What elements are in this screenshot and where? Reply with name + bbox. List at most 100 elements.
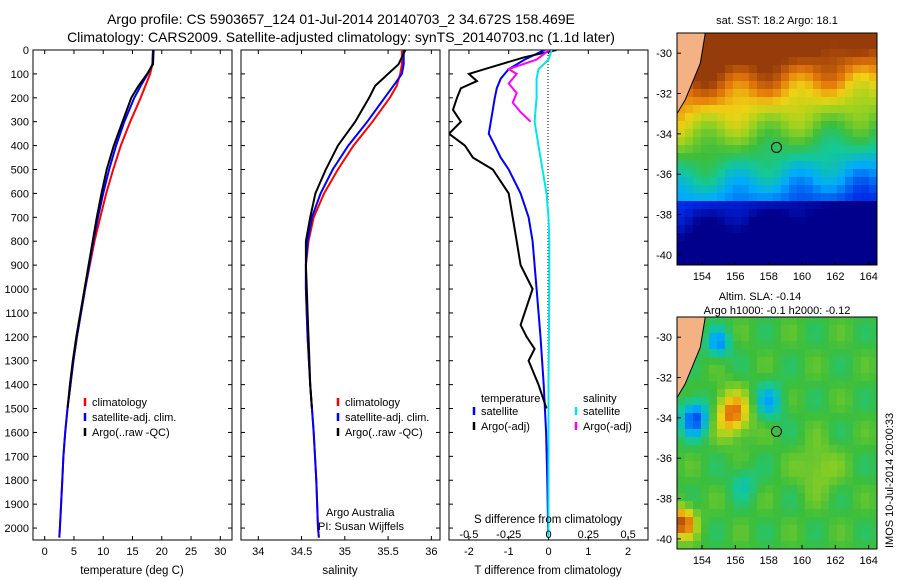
map-cell xyxy=(717,469,726,478)
map-cell xyxy=(717,217,726,226)
map-cell xyxy=(757,193,766,202)
map-cell xyxy=(845,317,854,326)
map-cell xyxy=(869,389,877,398)
map-cell xyxy=(813,477,822,486)
map-cell xyxy=(829,509,838,518)
map-cell xyxy=(765,201,774,210)
map-cell xyxy=(765,501,774,510)
map-cell xyxy=(677,493,686,502)
map-cell xyxy=(685,437,694,446)
map-cell xyxy=(717,113,726,122)
map-cell xyxy=(725,453,734,462)
map-cell xyxy=(757,349,766,358)
map-cell xyxy=(757,477,766,486)
map-cell xyxy=(733,357,742,366)
map-cell xyxy=(693,113,702,122)
map-cell xyxy=(701,177,710,186)
map-cell xyxy=(685,501,694,510)
legend-title-salinity: salinity xyxy=(583,393,617,405)
map-cell xyxy=(837,233,846,242)
map-cell xyxy=(797,225,806,234)
map-cell xyxy=(829,57,838,66)
map-cell xyxy=(821,225,830,234)
map-cell xyxy=(845,217,854,226)
map-cell xyxy=(677,485,686,494)
map-cell xyxy=(741,169,750,178)
map-cell xyxy=(853,525,862,534)
y-tick-label: 800 xyxy=(11,236,29,248)
map-cell xyxy=(837,453,846,462)
map-cell xyxy=(725,169,734,178)
map-cell xyxy=(685,209,694,218)
map-cell xyxy=(709,233,718,242)
map-cell xyxy=(677,129,686,138)
map-cell xyxy=(765,169,774,178)
map-cell xyxy=(821,541,830,549)
map-cell xyxy=(781,397,790,406)
series-line-temperature-satellite xyxy=(487,50,550,538)
map-cell xyxy=(837,517,846,526)
map-cell xyxy=(853,89,862,98)
map-cell xyxy=(733,373,742,382)
map-cell xyxy=(773,341,782,350)
map-cell xyxy=(693,185,702,194)
map-cell xyxy=(701,493,710,502)
map-cell xyxy=(749,469,758,478)
map-cell xyxy=(821,137,830,146)
map-cell xyxy=(845,121,854,130)
map-cell xyxy=(853,49,862,58)
map-cell xyxy=(845,357,854,366)
map-cell xyxy=(869,65,877,74)
map-cell xyxy=(693,225,702,234)
map-cell xyxy=(781,365,790,374)
map-cell xyxy=(813,89,822,98)
map-cell xyxy=(853,225,862,234)
map-cell xyxy=(789,461,798,470)
map-cell xyxy=(709,177,718,186)
map-cell xyxy=(773,325,782,334)
map-cell xyxy=(845,517,854,526)
map-cell xyxy=(797,193,806,202)
map-cell xyxy=(733,397,742,406)
map-cell xyxy=(725,445,734,454)
map-cell xyxy=(845,341,854,350)
map-cell xyxy=(733,193,742,202)
map-cell xyxy=(821,381,830,390)
map-cell xyxy=(709,381,718,390)
map-cell xyxy=(709,437,718,446)
map-cell xyxy=(749,57,758,66)
map-cell xyxy=(837,429,846,438)
map-cell xyxy=(821,249,830,258)
map-cell xyxy=(797,485,806,494)
map-cell xyxy=(869,121,877,130)
map-cell xyxy=(845,533,854,542)
map-cell xyxy=(749,517,758,526)
map-cell xyxy=(701,325,710,334)
map-cell xyxy=(749,49,758,58)
map-cell xyxy=(797,389,806,398)
map-cell xyxy=(869,249,877,258)
y-tick-label: 600 xyxy=(11,188,29,200)
map-cell xyxy=(781,65,790,74)
map-cell xyxy=(717,153,726,162)
map-cell xyxy=(837,349,846,358)
map-cell xyxy=(701,445,710,454)
map-cell xyxy=(845,365,854,374)
map-y-tick-label: -30 xyxy=(656,332,672,344)
map-cell xyxy=(853,73,862,82)
map-cell xyxy=(813,113,822,122)
map-cell xyxy=(677,177,686,186)
map-cell xyxy=(805,49,814,58)
map-cell xyxy=(701,533,710,542)
map-cell xyxy=(741,437,750,446)
map-cell xyxy=(757,533,766,542)
map-cell xyxy=(741,365,750,374)
map-cell xyxy=(813,97,822,106)
map-cell xyxy=(685,153,694,162)
map-cell xyxy=(797,349,806,358)
map-y-tick-label: -38 xyxy=(656,210,672,222)
map-cell xyxy=(805,209,814,218)
map-cell xyxy=(869,145,877,154)
map-cell xyxy=(821,317,830,326)
map-cell xyxy=(717,145,726,154)
